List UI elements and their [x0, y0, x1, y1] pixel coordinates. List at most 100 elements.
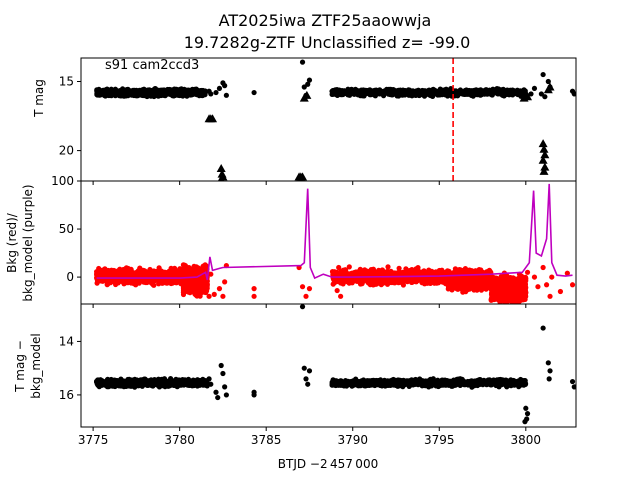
- mag-point: [345, 92, 351, 98]
- upper-limit-marker: [539, 166, 549, 175]
- bkg-point: [408, 268, 414, 274]
- bkg-point: [174, 271, 180, 277]
- mag-point: [142, 88, 148, 94]
- upper-limit-marker: [298, 172, 308, 181]
- mag-point: [415, 90, 421, 96]
- mag-point: [94, 87, 100, 93]
- bkg-point: [191, 284, 197, 290]
- mag-point: [338, 90, 344, 96]
- mag-point: [111, 92, 117, 98]
- bkg-point: [182, 284, 189, 290]
- upper-limit-marker: [538, 155, 548, 164]
- bkg-point: [111, 279, 118, 285]
- bkg-point: [440, 276, 446, 283]
- bkg-point: [412, 276, 418, 282]
- bkg-point: [151, 272, 157, 278]
- bkg-point: [370, 270, 377, 276]
- upper-limit-marker: [523, 92, 533, 101]
- bkg-point: [199, 284, 205, 290]
- bkg-point: [102, 271, 108, 277]
- bkg-point: [183, 278, 189, 284]
- bkg-point: [385, 264, 391, 270]
- bkg-point: [115, 273, 121, 279]
- bkg-point: [353, 270, 359, 276]
- bkg-point: [420, 269, 426, 275]
- y-tick-label: 15: [59, 74, 74, 88]
- bkg-point: [164, 280, 170, 286]
- mag-point: [137, 90, 143, 96]
- mag-point: [505, 89, 511, 95]
- bkg-point: [163, 272, 170, 278]
- bkg-point: [340, 272, 346, 278]
- mag-point: [213, 89, 219, 96]
- bkg-point: [200, 263, 206, 269]
- bkg-point: [388, 269, 394, 275]
- mag-point: [571, 91, 576, 97]
- mag-point: [426, 90, 432, 96]
- mag-point: [528, 91, 534, 97]
- bkg-point: [396, 265, 402, 271]
- bkg-point: [439, 271, 445, 277]
- mag-point: [510, 87, 516, 94]
- bkg-point: [431, 278, 437, 284]
- mag-point: [101, 91, 107, 97]
- mag-point: [223, 92, 229, 98]
- bkg-point: [194, 293, 200, 299]
- bkg-point: [431, 270, 438, 276]
- upper-limit-marker: [540, 162, 550, 171]
- bkg-point: [402, 276, 408, 282]
- mag-point: [222, 83, 228, 89]
- bkg-point: [160, 272, 166, 278]
- bkg-point: [107, 272, 114, 278]
- plot-area: [94, 183, 576, 304]
- bkg-point: [427, 268, 433, 274]
- bkg-point: [401, 270, 407, 277]
- mag-point: [352, 88, 358, 94]
- bkg-point: [149, 281, 155, 287]
- bkg-point: [191, 267, 197, 273]
- mag-point: [538, 91, 544, 97]
- bkg-point: [334, 277, 340, 283]
- bkg-point: [348, 272, 354, 278]
- mag-point: [306, 77, 313, 83]
- mag-point: [489, 92, 495, 98]
- mag-point: [381, 89, 387, 95]
- bkg-point: [131, 271, 137, 277]
- mag-point: [496, 90, 502, 96]
- mag-point: [420, 92, 426, 98]
- mag-point: [202, 88, 208, 94]
- bkg-point: [373, 278, 379, 284]
- mag-point: [545, 78, 551, 85]
- bkg-point: [193, 278, 199, 284]
- mag-point: [169, 90, 175, 96]
- mag-point: [481, 91, 488, 97]
- mag-point: [332, 87, 338, 93]
- bkg-point: [421, 278, 427, 284]
- bkg-point: [364, 269, 370, 275]
- chart-title-line1: AT2025iwa ZTF25aaowwja: [219, 11, 432, 30]
- bkg-point: [156, 265, 162, 271]
- bkg-point: [116, 277, 122, 283]
- bkg-point: [95, 268, 101, 274]
- mag-point: [301, 84, 307, 90]
- bkg-point: [378, 282, 384, 288]
- bkg-point: [124, 268, 130, 274]
- bkg-point: [141, 279, 147, 285]
- axes-frame: [80, 57, 577, 182]
- chart-title-line2: 19.7282g-ZTF Unclassified z= -99.0: [184, 33, 471, 52]
- bkg-point: [137, 265, 143, 271]
- mag-point: [357, 93, 363, 99]
- bkg-point: [133, 282, 139, 288]
- bkg-point: [336, 264, 342, 271]
- mag-point: [161, 91, 167, 97]
- bkg-point: [122, 272, 128, 279]
- mag-point: [399, 89, 406, 95]
- bkg-point: [147, 271, 153, 277]
- mag-point: [251, 89, 257, 96]
- bkg-point: [370, 282, 376, 288]
- bkg-point: [180, 289, 186, 295]
- mag-point: [409, 90, 415, 96]
- upper-limit-marker: [539, 144, 549, 153]
